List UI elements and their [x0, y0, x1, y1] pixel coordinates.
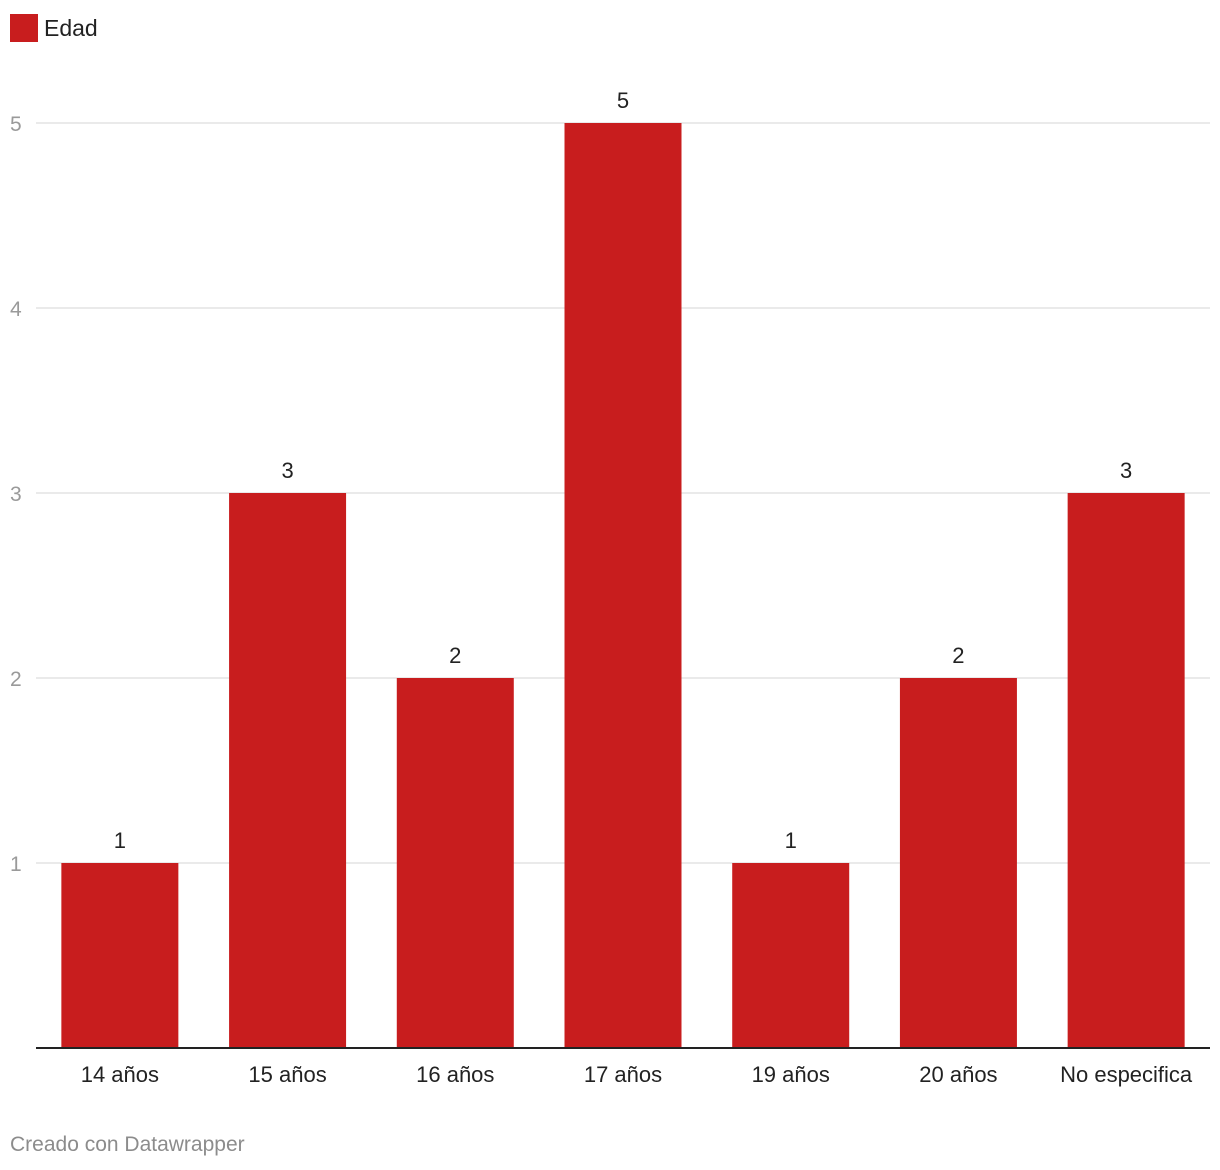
value-label-19-años: 1: [785, 828, 797, 853]
bars: [61, 123, 1185, 1048]
value-label-17-años: 5: [617, 88, 629, 113]
x-tick-label-20-años: 20 años: [919, 1062, 997, 1087]
bar-17-años: [564, 123, 682, 1048]
value-label-14-años: 1: [114, 828, 126, 853]
value-label-15-años: 3: [281, 458, 293, 483]
credit-text: Creado con Datawrapper: [10, 1133, 245, 1156]
x-tick-label-16-años: 16 años: [416, 1062, 494, 1087]
y-axis-ticks: 1 2 3 4 5: [10, 113, 22, 876]
legend-swatch: [10, 14, 38, 42]
bar-14-años: [61, 863, 179, 1048]
x-axis-ticks: 14 años 15 años 16 años 17 años 19 años 20 añ…: [81, 1062, 1193, 1087]
value-label-no-especifica: 3: [1120, 458, 1132, 483]
y-tick-label-4: 4: [10, 298, 22, 321]
bar-16-años: [396, 678, 514, 1048]
bar-19-años: [732, 863, 850, 1048]
x-tick-label-17-años: 17 años: [584, 1062, 662, 1087]
chart-legend: Edad: [10, 14, 98, 42]
x-tick-label-15-años: 15 años: [248, 1062, 326, 1087]
x-tick-label-14-años: 14 años: [81, 1062, 159, 1087]
y-tick-label-1: 1: [10, 853, 22, 876]
x-tick-label-no-especifica: No especifica: [1060, 1062, 1193, 1087]
y-tick-label-2: 2: [10, 668, 22, 691]
value-label-16-años: 2: [449, 643, 461, 668]
y-tick-label-5: 5: [10, 113, 22, 136]
bar-no-especifica: [1067, 493, 1185, 1048]
legend-label-edad: Edad: [44, 14, 98, 41]
x-tick-label-19-años: 19 años: [752, 1062, 830, 1087]
value-labels: 1 3 2 5 1 2 3: [114, 88, 1133, 853]
y-tick-label-3: 3: [10, 483, 22, 506]
bar-20-años: [899, 678, 1017, 1048]
bar-15-años: [229, 493, 347, 1048]
value-label-20-años: 2: [952, 643, 964, 668]
